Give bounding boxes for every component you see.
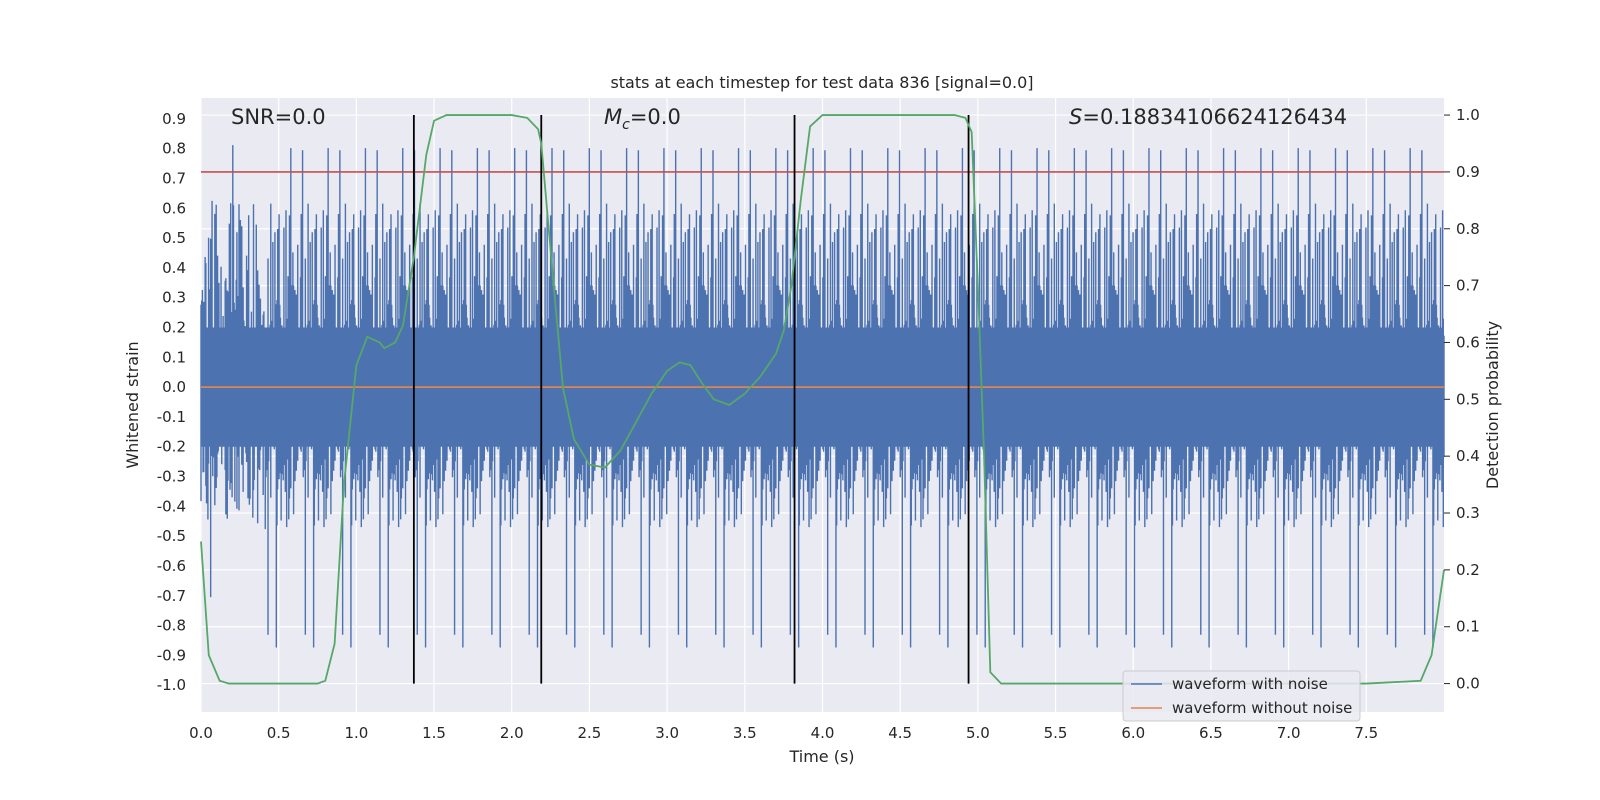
y-left-tick-label: -0.8 — [157, 617, 186, 635]
y-left-tick-label: -1.0 — [157, 676, 186, 694]
x-tick-label: 0.0 — [189, 724, 213, 742]
y-right-tick-label: 0.0 — [1456, 675, 1480, 693]
snr-annotation: SNR=0.0 — [231, 105, 326, 129]
y-right-tick-label: 0.5 — [1456, 390, 1480, 408]
x-tick-label: 3.5 — [733, 724, 757, 742]
y-right-tick-label: 0.3 — [1456, 504, 1480, 522]
legend-box — [1122, 670, 1361, 722]
legend-label-noise: waveform with noise — [1172, 675, 1328, 693]
y-right-tick-label: 0.9 — [1456, 163, 1480, 181]
legend-label-clean: waveform without noise — [1172, 699, 1352, 717]
y-left-tick-label: 0.4 — [162, 259, 186, 277]
y-left-tick-label: 0.5 — [162, 229, 186, 247]
y-left-tick-label: -0.9 — [157, 646, 186, 664]
overlay-lines — [200, 114, 1445, 685]
x-tick-label: 2.0 — [500, 724, 524, 742]
y-left-tick-label: -0.4 — [157, 497, 186, 515]
mc-subscript: c — [622, 117, 630, 133]
legend: waveform with noise waveform without noi… — [1122, 670, 1361, 722]
y-right-tick-label: 0.8 — [1456, 220, 1480, 238]
detection-probability-line — [200, 114, 1445, 685]
y-axis-label-right: Detection probability — [1483, 321, 1502, 489]
y-left-tick-label: 0.7 — [162, 169, 186, 187]
s-annotation: S=0.18834106624126434 — [1069, 105, 1347, 129]
y-left-tick-label: 0.3 — [162, 289, 186, 307]
y-left-tick-label: 0.1 — [162, 348, 186, 366]
y-left-tick-label: -0.1 — [157, 408, 186, 426]
x-tick-label: 1.5 — [422, 724, 446, 742]
x-tick-label: 1.0 — [344, 724, 368, 742]
x-tick-label: 5.0 — [966, 724, 990, 742]
y-right-tick-label: 0.1 — [1456, 618, 1480, 636]
y-right-tick-label: 0.4 — [1456, 447, 1480, 465]
y-right-tick-label: 0.2 — [1456, 561, 1480, 579]
chart-title: stats at each timestep for test data 836… — [610, 73, 1033, 92]
x-tick-label: 4.0 — [811, 724, 835, 742]
x-tick-label: 7.0 — [1277, 724, 1301, 742]
y-left-tick-label: 0.8 — [162, 140, 186, 158]
x-tick-label: 6.0 — [1121, 724, 1145, 742]
y-right-tick-label: 1.0 — [1456, 106, 1480, 124]
x-tick-label: 2.5 — [578, 724, 602, 742]
x-tick-label: 7.5 — [1354, 724, 1378, 742]
s-symbol: S — [1069, 105, 1082, 129]
s-value: =0.18834106624126434 — [1082, 105, 1347, 129]
x-tick-label: 3.0 — [655, 724, 679, 742]
y-left-tick-label: 0.9 — [162, 110, 186, 128]
y-right-tick-label: 0.6 — [1456, 333, 1480, 351]
tick-labels: 0.0 0.5 1.0 1.5 2.0 2.5 3.0 3.5 4.0 4.5 5.0 5.5 6.0 6… — [157, 106, 1480, 742]
y-left-tick-label: -0.3 — [157, 468, 186, 486]
x-tick-label: 0.5 — [267, 724, 291, 742]
y-left-tick-label: -0.7 — [157, 587, 186, 605]
mc-symbol: M — [604, 105, 622, 129]
x-axis-label: Time (s) — [788, 747, 854, 766]
y-left-tick-label: 0.0 — [162, 378, 186, 396]
y-right-tick-label: 0.7 — [1456, 277, 1480, 295]
y-left-tick-label: 0.6 — [162, 199, 186, 217]
x-tick-label: 4.5 — [888, 724, 912, 742]
y-left-tick-label: 0.2 — [162, 319, 186, 337]
chirp-mass-annotation: Mc=0.0 — [604, 105, 681, 133]
y-left-tick-label: -0.5 — [157, 527, 186, 545]
y-left-tick-label: -0.2 — [157, 438, 186, 456]
mc-value: =0.0 — [630, 105, 681, 129]
y-axis-label-left: Whitened strain — [123, 341, 142, 468]
x-tick-label: 6.5 — [1199, 724, 1223, 742]
x-tick-label: 5.5 — [1044, 724, 1068, 742]
y-left-tick-label: -0.6 — [157, 557, 186, 575]
